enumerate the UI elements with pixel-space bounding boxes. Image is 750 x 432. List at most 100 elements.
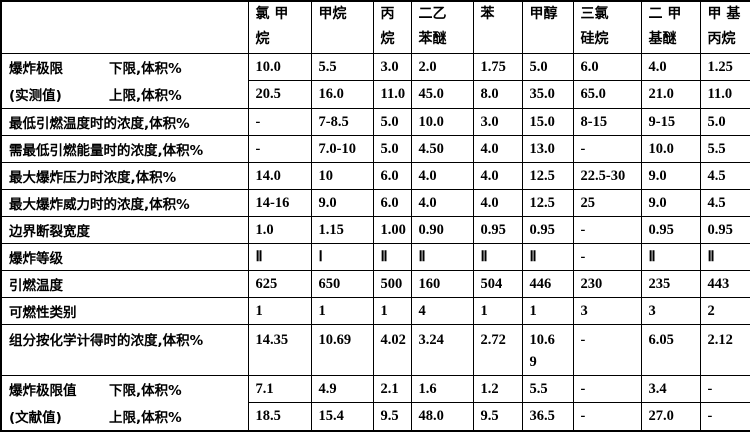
table-cell: 11.0 xyxy=(699,79,750,109)
row-label-left: (文献值) xyxy=(9,410,62,427)
table-cell: - xyxy=(572,401,642,432)
table-cell: 4.0 xyxy=(472,188,523,218)
row-label-group: 爆炸极限值 下限,体积% (文献值) 上限,体积% xyxy=(0,374,249,432)
table-cell: 4.5 xyxy=(699,188,750,218)
column-header: 三氯 硅烷 xyxy=(572,0,642,54)
row-label-line: 爆炸极限值 下限,体积% xyxy=(9,376,247,403)
table-cell: 8.0 xyxy=(472,79,523,109)
table-cell: 1 xyxy=(521,297,574,326)
table-cell: 2.1 xyxy=(372,374,412,403)
table-cell: 10.0 xyxy=(247,52,312,81)
table-cell: Ⅱ xyxy=(372,243,412,272)
table-cell: 9.5 xyxy=(372,401,412,432)
table-cell: 5.0 xyxy=(372,107,412,136)
table-cell: 8-15 xyxy=(572,107,642,136)
table-cell: 500 xyxy=(372,270,412,299)
table-cell: 443 xyxy=(699,270,750,299)
table-cell: 12.5 xyxy=(521,188,574,218)
table-cell: 11.0 xyxy=(372,79,412,109)
table-cell: 1.75 xyxy=(472,52,523,81)
table-cell: 7-8.5 xyxy=(310,107,374,136)
table-cell: 15.4 xyxy=(310,401,374,432)
row-label: 爆炸等级 xyxy=(0,243,249,272)
table-cell: Ⅱ xyxy=(247,243,312,272)
row-label-line: 爆炸极限 下限,体积% xyxy=(9,54,247,81)
table-cell: 5.5 xyxy=(521,374,574,403)
table-cell: 0.95 xyxy=(521,216,574,245)
table-cell: - xyxy=(572,243,642,272)
table-cell: 25 xyxy=(572,188,642,218)
table-cell: 2 xyxy=(699,297,750,326)
table-cell: Ⅰ xyxy=(310,243,374,272)
row-label: 可燃性类别 xyxy=(0,297,249,326)
table-cell: 18.5 xyxy=(247,401,312,432)
table-cell: - xyxy=(572,134,642,163)
table-cell: 14.35 xyxy=(247,324,312,376)
table-cell: 1 xyxy=(310,297,374,326)
table-cell: 9.0 xyxy=(310,188,374,218)
table-cell: 1.6 xyxy=(410,374,474,403)
table-cell: 6.0 xyxy=(572,52,642,81)
table-cell: 6.05 xyxy=(640,324,701,376)
table-cell: 160 xyxy=(410,270,474,299)
table-cell: 10.69 xyxy=(310,324,374,376)
table-cell: 10.0 xyxy=(410,107,474,136)
table-cell: 36.5 xyxy=(521,401,574,432)
table-cell: 6.0 xyxy=(372,161,412,190)
table-cell: 4.02 xyxy=(372,324,412,376)
row-label-right: 上限,体积% xyxy=(109,88,182,105)
table-cell: 1 xyxy=(247,297,312,326)
table-cell: - xyxy=(572,374,642,403)
table-cell: 3.0 xyxy=(372,52,412,81)
column-header: 二乙 苯醚 xyxy=(410,0,474,54)
table-cell: 20.5 xyxy=(247,79,312,109)
table-cell: 3 xyxy=(640,297,701,326)
table-cell: - xyxy=(699,374,750,403)
table-cell: - xyxy=(572,216,642,245)
column-header: 甲 基 丙烷 xyxy=(699,0,750,54)
row-label-left: (实测值) xyxy=(9,88,62,105)
table-cell: 4.0 xyxy=(640,52,701,81)
column-header: 丙 烷 xyxy=(372,0,412,54)
table-cell: 14-16 xyxy=(247,188,312,218)
table-cell: 0.95 xyxy=(699,216,750,245)
table-cell: 65.0 xyxy=(572,79,642,109)
column-header: 甲烷 xyxy=(310,0,374,54)
table-cell: Ⅱ xyxy=(521,243,574,272)
row-label: 最大爆炸压力时浓度,体积% xyxy=(0,161,249,190)
table-cell: 4.0 xyxy=(472,134,523,163)
table-cell: 650 xyxy=(310,270,374,299)
table-cell: - xyxy=(572,324,642,376)
table-cell: 1.00 xyxy=(372,216,412,245)
table-cell: 4.5 xyxy=(699,161,750,190)
table-cell: - xyxy=(247,107,312,136)
table-cell: 5.5 xyxy=(699,134,750,163)
table-cell: 5.5 xyxy=(310,52,374,81)
table-cell: 4.0 xyxy=(472,161,523,190)
row-label: 引燃温度 xyxy=(0,270,249,299)
row-label-left: 爆炸极限 xyxy=(9,61,63,78)
table-cell: Ⅱ xyxy=(699,243,750,272)
table-cell: 4.0 xyxy=(410,188,474,218)
column-header: 甲醇 xyxy=(521,0,574,54)
table-cell: 16.0 xyxy=(310,79,374,109)
table-cell: 625 xyxy=(247,270,312,299)
column-header: 苯 xyxy=(472,0,523,54)
table-cell: - xyxy=(699,401,750,432)
row-label-right: 下限,体积% xyxy=(109,61,182,78)
row-label-line: (实测值) 上限,体积% xyxy=(9,81,247,108)
table-cell: 4.50 xyxy=(410,134,474,163)
row-label: 需最低引燃能量时的浓度,体积% xyxy=(0,134,249,163)
table-cell: 48.0 xyxy=(410,401,474,432)
row-label: 边界断裂宽度 xyxy=(0,216,249,245)
row-label-right: 上限,体积% xyxy=(109,410,182,427)
table-cell: 15.0 xyxy=(521,107,574,136)
table-cell: 0.90 xyxy=(410,216,474,245)
table-cell: 3.4 xyxy=(640,374,701,403)
row-label: 最大爆炸威力时的浓度,体积% xyxy=(0,188,249,218)
table-cell: 35.0 xyxy=(521,79,574,109)
table-cell: 1.25 xyxy=(699,52,750,81)
table-cell: - xyxy=(247,134,312,163)
row-label-right: 下限,体积% xyxy=(109,383,182,400)
